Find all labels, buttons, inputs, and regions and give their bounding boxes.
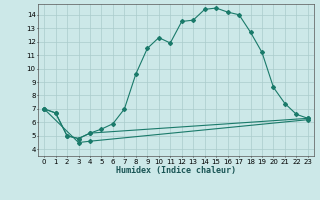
X-axis label: Humidex (Indice chaleur): Humidex (Indice chaleur) bbox=[116, 166, 236, 175]
